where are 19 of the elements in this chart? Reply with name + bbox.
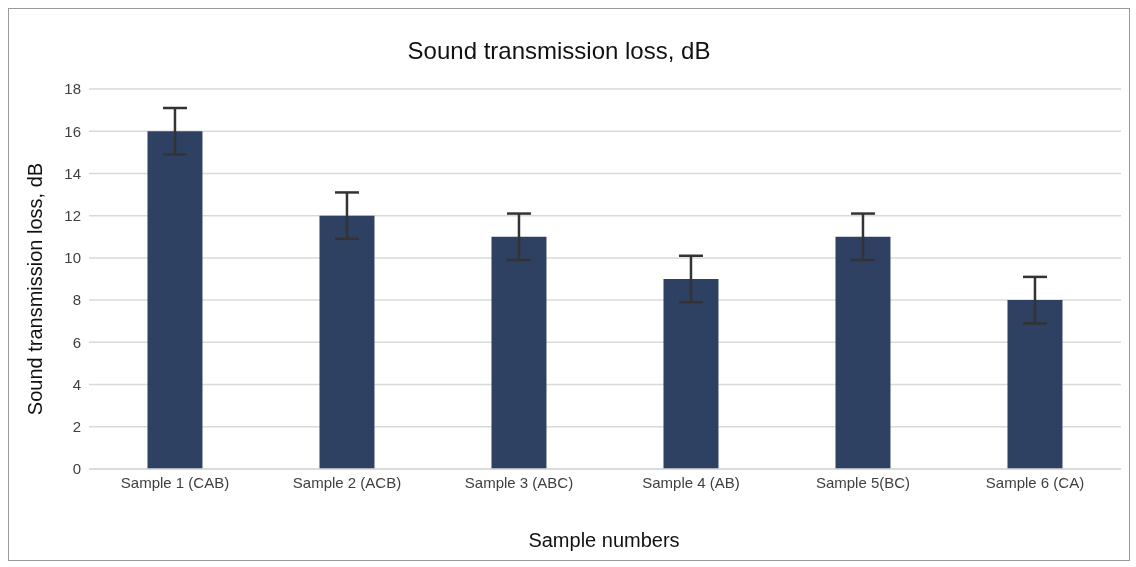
y-tick-label: 6 — [72, 333, 81, 351]
y-tick-label: 16 — [64, 122, 81, 140]
y-tick-label: 10 — [64, 249, 81, 267]
y-tick-label: 12 — [64, 206, 81, 224]
y-tick-label: 4 — [72, 375, 81, 393]
y-tick-label: 2 — [72, 418, 81, 436]
y-tick-label: 0 — [72, 460, 81, 478]
x-tick-label: Sample 1 (CAB) — [120, 473, 230, 491]
x-tick-label: Sample 3 (ABC) — [464, 473, 574, 491]
chart-title: Sound transmission loss, dB — [406, 37, 712, 65]
y-tick-label: 14 — [64, 164, 81, 182]
x-tick-label: Sample 6 (CA) — [985, 473, 1085, 491]
x-tick-label: Sample 2 (ACB) — [292, 473, 402, 491]
x-tick-label: Sample 4 (AB) — [642, 473, 740, 491]
x-tick-label: Sample 5(BC) — [815, 473, 911, 491]
y-axis-title: Sound transmission loss, dB — [23, 162, 47, 416]
x-axis-title: Sample numbers — [527, 529, 681, 552]
y-tick-label: 8 — [72, 291, 81, 309]
y-tick-label: 18 — [64, 80, 81, 98]
